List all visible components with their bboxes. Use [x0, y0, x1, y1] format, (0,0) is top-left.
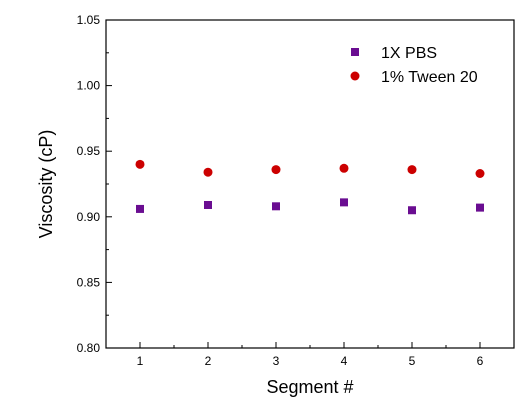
legend-marker: [350, 71, 360, 81]
square-point: [340, 198, 348, 207]
series-2: [135, 159, 485, 179]
legend-label: 1X PBS: [381, 45, 437, 62]
data-points: [135, 159, 485, 215]
legend-marker: [351, 48, 359, 56]
x-tick-label: 6: [477, 354, 484, 368]
circle-point: [203, 167, 213, 177]
circle-point: [339, 163, 349, 173]
square-point: [408, 206, 416, 215]
x-tick-label: 5: [409, 354, 416, 368]
circle-point: [407, 165, 417, 175]
x-tick-label: 3: [273, 354, 280, 368]
x-tick-label: 1: [137, 354, 144, 368]
square-point: [136, 204, 144, 213]
y-tick-label: 0.90: [77, 210, 101, 224]
x-tick-label: 4: [341, 354, 348, 368]
series-1: [136, 198, 484, 215]
x-axis-title: Segment #: [266, 377, 353, 397]
circle-point: [135, 159, 145, 169]
y-tick-label: 1.00: [77, 79, 101, 93]
x-axis-ticks: 1 2 3 4 5 6: [105, 342, 515, 368]
y-tick-label: 1.05: [77, 13, 101, 27]
y-tick-label: 0.95: [77, 144, 101, 158]
square-point: [272, 202, 280, 211]
square-point: [476, 203, 484, 212]
y-axis-title: Viscosity (cP): [36, 130, 56, 239]
y-tick-label: 0.80: [77, 341, 101, 355]
x-tick-label: 2: [205, 354, 212, 368]
y-tick-label: 0.85: [77, 275, 101, 289]
y-axis-ticks: 0.80 0.85 0.90 0.95 1.00 1.05: [77, 13, 112, 355]
square-point: [204, 200, 212, 209]
circle-point: [271, 165, 281, 175]
legend-label: 1% Tween 20: [381, 69, 478, 86]
circle-point: [475, 169, 485, 179]
legend: 1X PBS 1% Tween 20: [350, 45, 478, 86]
